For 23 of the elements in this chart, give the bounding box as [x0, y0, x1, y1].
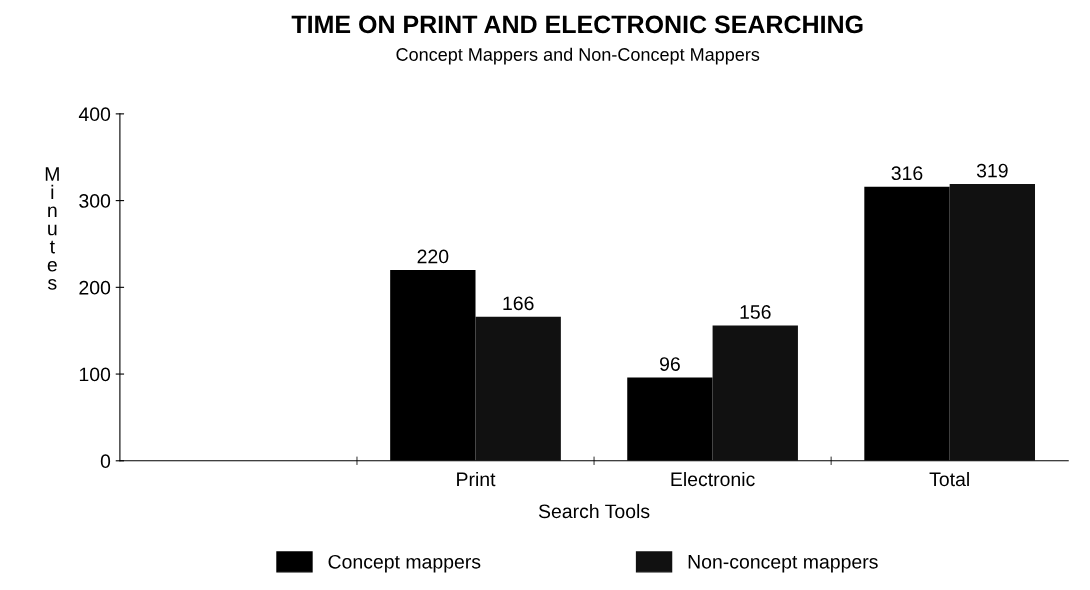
legend-label: Concept mappers	[328, 554, 481, 573]
x-tick-label: Total	[929, 471, 969, 487]
data-label: 220	[417, 249, 449, 264]
y-tick-label: 100	[79, 367, 111, 382]
data-label: 166	[503, 296, 534, 311]
data-label: 319	[976, 163, 1008, 178]
legend-label: Non-concept mappers	[688, 555, 878, 573]
y-tick-label: 300	[79, 194, 111, 208]
data-label: 96	[660, 357, 680, 371]
y-tick-label: 400	[78, 107, 111, 122]
y-tick-label: 0	[100, 454, 111, 469]
x-axis-title: Search Tools	[538, 503, 650, 519]
y-axis-title: Minutes	[45, 167, 59, 290]
data-label: 156	[740, 305, 771, 319]
data-label: 316	[891, 166, 923, 181]
bar	[712, 325, 798, 461]
y-tick-label: 200	[79, 280, 111, 295]
bar	[949, 184, 1036, 461]
chart-subtitle: Concept Mappers and Non-Concept Mappers	[396, 47, 760, 65]
x-tick-label: Electronic	[671, 471, 755, 487]
x-tick-label: Print	[457, 471, 496, 487]
chart-title: TIME ON PRINT AND ELECTRONIC SEARCHING	[291, 15, 863, 34]
bar	[475, 316, 561, 461]
